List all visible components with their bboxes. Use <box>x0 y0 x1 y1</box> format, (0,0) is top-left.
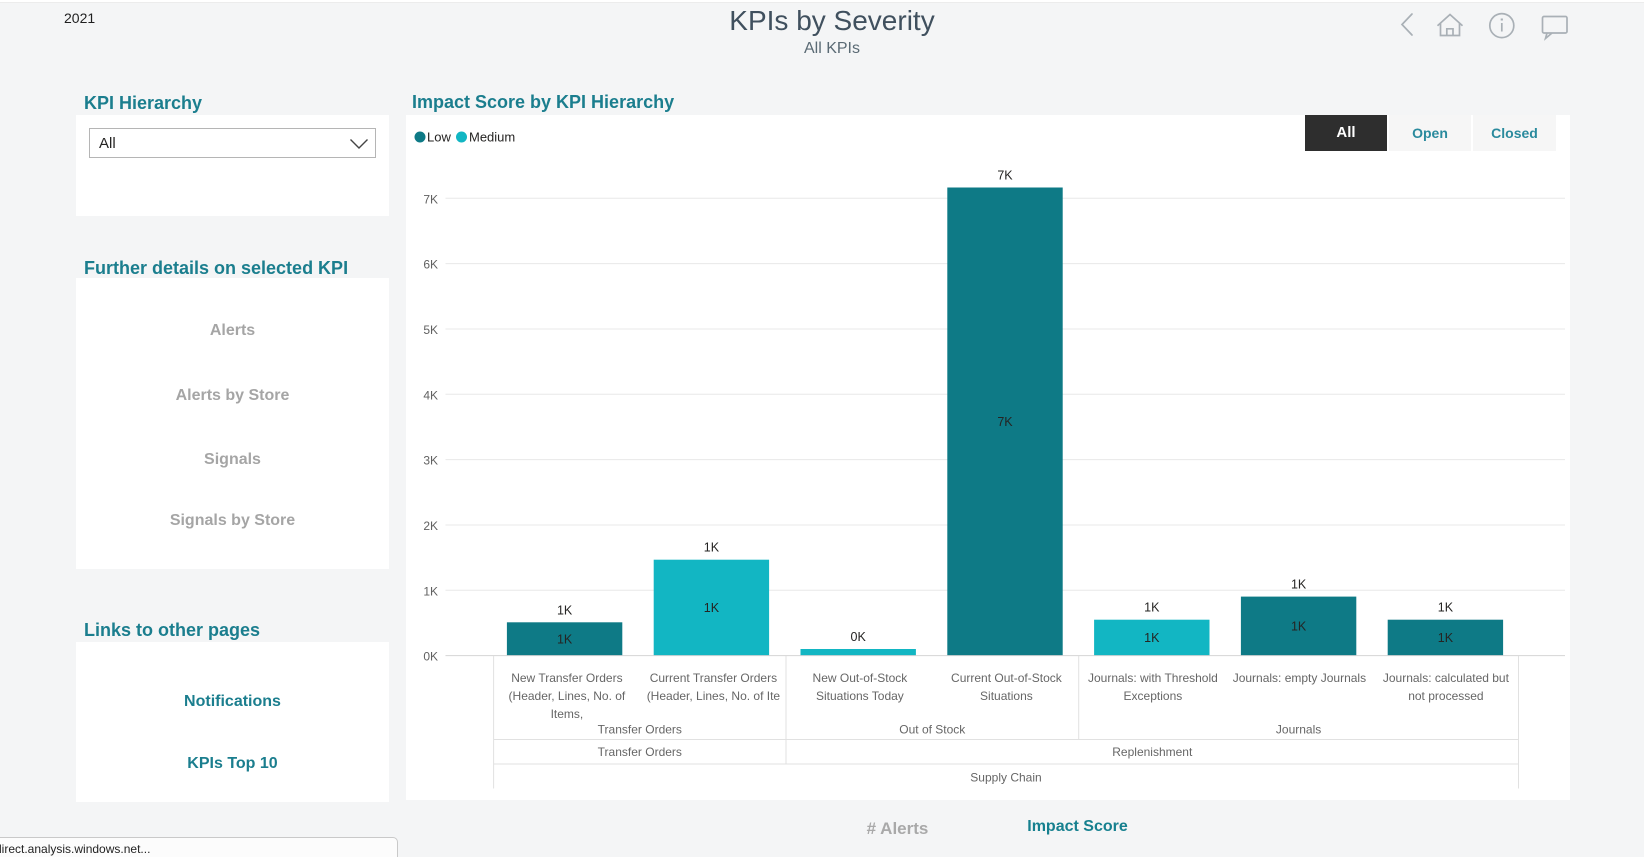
svg-text:New Transfer Orders: New Transfer Orders <box>511 671 622 685</box>
svg-text:5K: 5K <box>423 323 438 337</box>
svg-text:Supply Chain: Supply Chain <box>970 771 1041 785</box>
svg-text:4K: 4K <box>423 388 438 402</box>
svg-text:Exceptions: Exceptions <box>1124 689 1183 703</box>
svg-text:1K: 1K <box>1291 620 1307 634</box>
svg-text:Transfer Orders: Transfer Orders <box>598 745 682 759</box>
svg-text:6K: 6K <box>423 258 438 272</box>
svg-text:1K: 1K <box>1144 601 1160 615</box>
svg-text:1K: 1K <box>704 601 720 615</box>
svg-text:Journals: calculated but: Journals: calculated but <box>1383 671 1510 685</box>
svg-text:1K: 1K <box>1144 631 1160 645</box>
svg-text:Medium: Medium <box>469 130 515 145</box>
svg-text:Journals: Journals <box>1276 723 1321 737</box>
svg-text:Situations Today: Situations Today <box>816 689 904 703</box>
svg-text:Transfer Orders: Transfer Orders <box>598 723 682 737</box>
svg-text:New Out-of-Stock: New Out-of-Stock <box>813 671 909 685</box>
svg-text:Out of Stock: Out of Stock <box>899 723 966 737</box>
svg-text:Journals: with Threshold: Journals: with Threshold <box>1088 671 1218 685</box>
svg-text:1K: 1K <box>423 584 438 598</box>
svg-text:(Header, Lines, No. of: (Header, Lines, No. of <box>509 689 626 703</box>
svg-text:7K: 7K <box>997 169 1013 183</box>
svg-text:1K: 1K <box>1291 578 1307 592</box>
svg-text:not processed: not processed <box>1408 689 1483 703</box>
svg-text:Current Transfer Orders: Current Transfer Orders <box>650 671 777 685</box>
svg-text:7K: 7K <box>997 415 1013 429</box>
svg-text:Situations: Situations <box>980 689 1033 703</box>
svg-text:1K: 1K <box>1438 631 1454 645</box>
svg-text:0K: 0K <box>851 630 867 644</box>
svg-text:Replenishment: Replenishment <box>1112 745 1193 759</box>
svg-text:Low: Low <box>427 130 451 145</box>
svg-text:2K: 2K <box>423 519 438 533</box>
svg-text:0K: 0K <box>423 650 438 664</box>
svg-text:3K: 3K <box>423 454 438 468</box>
svg-text:(Header, Lines, No. of Ite: (Header, Lines, No. of Ite <box>647 689 781 703</box>
svg-text:Items,: Items, <box>551 707 584 721</box>
svg-text:Current Out-of-Stock: Current Out-of-Stock <box>951 671 1063 685</box>
svg-text:1K: 1K <box>1438 601 1454 615</box>
svg-text:1K: 1K <box>557 603 573 617</box>
svg-text:Journals: empty Journals: Journals: empty Journals <box>1233 671 1366 685</box>
svg-text:1K: 1K <box>557 632 573 646</box>
svg-text:7K: 7K <box>423 192 438 206</box>
svg-text:1K: 1K <box>704 541 720 555</box>
